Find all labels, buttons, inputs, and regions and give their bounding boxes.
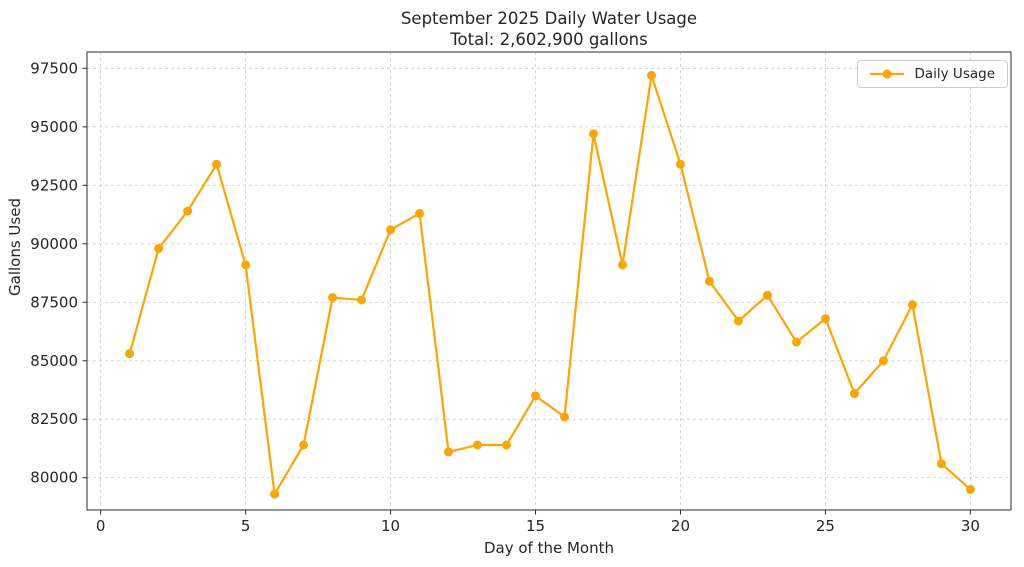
data-point-day-21 xyxy=(704,276,714,286)
y-tick-label: 97500 xyxy=(30,59,78,77)
data-point-day-30 xyxy=(965,484,975,494)
data-point-day-22 xyxy=(733,316,743,326)
data-point-day-29 xyxy=(936,459,946,469)
y-tick-label: 92500 xyxy=(30,176,78,194)
data-point-day-4 xyxy=(212,159,222,169)
x-axis-label: Day of the Month xyxy=(483,539,614,557)
x-tick-label: 5 xyxy=(241,517,251,535)
data-point-day-9 xyxy=(357,295,367,305)
chart-title: September 2025 Daily Water Usage xyxy=(400,9,698,28)
data-point-day-3 xyxy=(183,206,193,216)
data-point-day-24 xyxy=(791,337,801,347)
legend-marker-icon xyxy=(882,69,892,79)
data-point-day-26 xyxy=(849,389,859,399)
data-point-day-1 xyxy=(125,349,135,359)
data-point-day-10 xyxy=(386,225,396,235)
data-point-day-11 xyxy=(415,208,425,218)
data-point-day-18 xyxy=(617,260,627,270)
data-point-day-16 xyxy=(560,412,570,422)
y-tick-label: 90000 xyxy=(30,235,78,253)
data-point-day-2 xyxy=(154,243,164,253)
x-tick-label: 25 xyxy=(816,517,835,535)
y-tick-label: 87500 xyxy=(30,293,78,311)
y-axis-label: Gallons Used xyxy=(6,198,24,296)
data-point-day-14 xyxy=(502,440,512,450)
data-point-day-23 xyxy=(762,290,772,300)
legend: Daily Usage xyxy=(857,60,1008,88)
x-tick-label: 10 xyxy=(381,517,400,535)
data-point-day-20 xyxy=(675,159,685,169)
data-point-day-12 xyxy=(444,447,454,457)
data-point-day-13 xyxy=(473,440,483,450)
x-tick-label: 20 xyxy=(671,517,690,535)
y-tick-label: 80000 xyxy=(30,469,78,487)
data-point-day-25 xyxy=(820,314,830,324)
data-point-day-19 xyxy=(646,70,656,80)
data-point-day-17 xyxy=(589,129,599,139)
data-point-day-7 xyxy=(299,440,309,450)
y-tick-label: 85000 xyxy=(30,352,78,370)
legend-label: Daily Usage xyxy=(914,66,995,82)
data-point-day-8 xyxy=(328,293,338,303)
x-tick-label: 30 xyxy=(961,517,980,535)
plot-border xyxy=(86,51,1012,511)
legend-line-sample xyxy=(870,69,905,79)
data-point-day-28 xyxy=(907,300,917,310)
y-tick-label: 95000 xyxy=(30,118,78,136)
chart-subtitle: Total: 2,602,900 gallons xyxy=(450,30,648,49)
y-tick-label: 82500 xyxy=(30,410,78,428)
x-tick-label: 0 xyxy=(96,517,106,535)
data-point-day-15 xyxy=(531,391,541,401)
daily-usage-line xyxy=(128,74,972,496)
x-tick-label: 15 xyxy=(526,517,545,535)
data-point-day-6 xyxy=(270,489,280,499)
data-point-day-5 xyxy=(241,260,251,270)
data-point-day-27 xyxy=(878,356,888,366)
